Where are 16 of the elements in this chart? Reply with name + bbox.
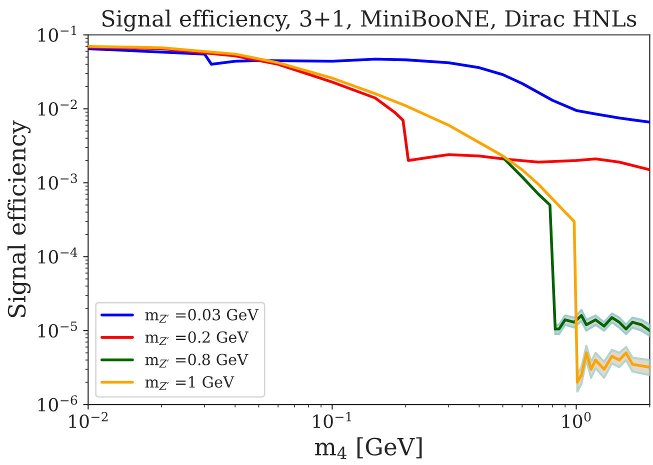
chart-title: Signal efficiency, 3+1, MiniBooNE, Dirac HNLs: [102, 10, 636, 32]
x-tick-label: 10$^{−2}$: [69, 412, 108, 428]
legend-label: m$_{Z′}$ =1 GeV: [145, 376, 234, 390]
y-tick-label: 10$^{−4}$: [38, 247, 78, 264]
x-tick-label: 10$^{0}$: [562, 412, 591, 428]
y-tick-label: 10$^{−2}$: [38, 100, 77, 116]
y-tick-label: 10$^{−5}$: [38, 322, 77, 338]
y-axis-title: Signal efficiency: [7, 120, 31, 318]
legend-label: m$_{Z′}$ =0.2 GeV: [145, 331, 248, 346]
y-tick-label: 10$^{−6}$: [38, 395, 78, 412]
y-tick-label: 10$^{−3}$: [38, 174, 78, 190]
legend-label: m$_{Z′}$ =0.03 GeV: [145, 308, 259, 323]
y-tick-label: 10$^{−1}$: [38, 26, 76, 42]
x-tick-label: 10$^{−1}$: [313, 412, 352, 428]
legend-label: m$_{Z′}$ =0.8 GeV: [145, 354, 248, 368]
x-axis-title: m$_{4}$ [GeV]: [315, 437, 422, 459]
